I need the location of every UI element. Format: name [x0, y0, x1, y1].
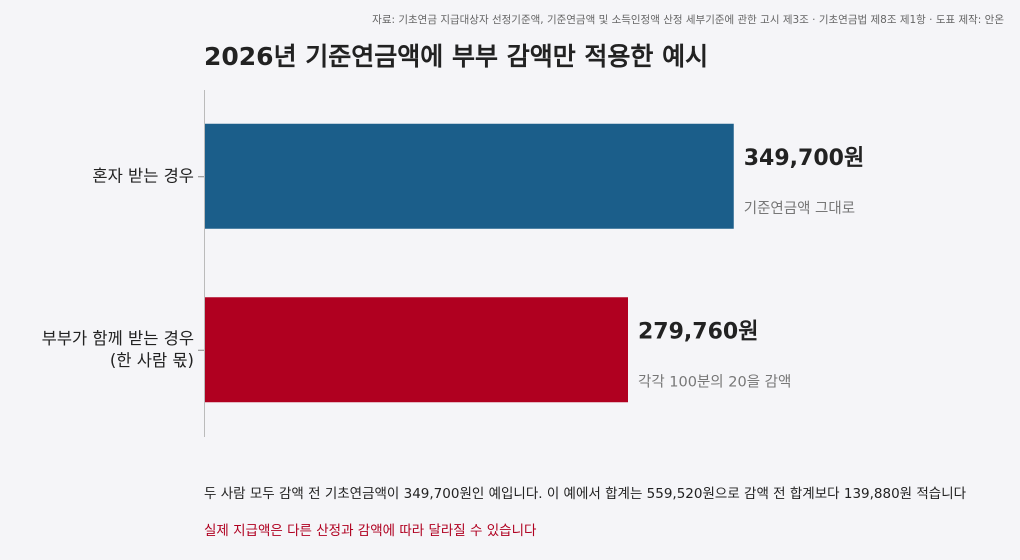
y-tick-label: 혼자 받는 경우: [92, 166, 194, 185]
annotation: 기준연금액 그대로: [744, 200, 855, 217]
value-label: 349,700원: [744, 146, 864, 171]
y-tick-label: (한 사람 몫): [110, 351, 194, 370]
bar: [205, 297, 628, 403]
chart-title: 2026년 기준연금액에 부부 감액만 적용한 예시: [204, 42, 708, 71]
source: 자료: 기초연금 지급대상자 선정기준액, 기준연금액 및 소득인정액 산정 세…: [372, 14, 1004, 26]
note: 두 사람 모두 감액 전 기초연금액이 349,700원인 예입니다. 이 예에…: [204, 486, 967, 502]
value-label: 279,760원: [638, 319, 758, 344]
annotation: 각각 100분의 20을 감액: [638, 373, 791, 390]
note: 실제 지급액은 다른 산정과 감액에 따라 달라질 수 있습니다: [204, 523, 537, 539]
bar: [205, 123, 734, 229]
y-tick-label: 부부가 함께 받는 경우: [42, 329, 194, 348]
